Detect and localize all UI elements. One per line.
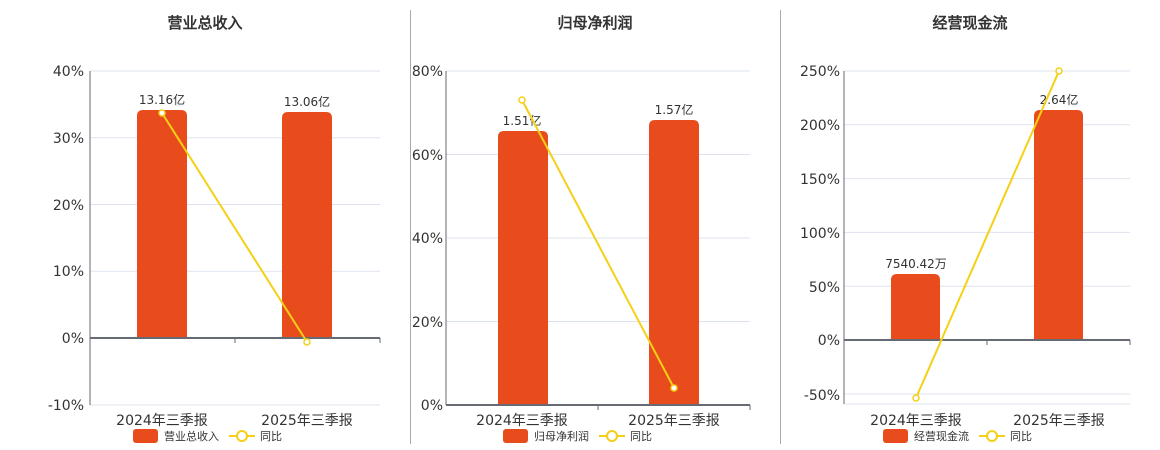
line-point[interactable] xyxy=(158,109,166,117)
chart-title: 归母净利润 xyxy=(557,14,633,32)
legend-bar-label[interactable]: 归母净利润 xyxy=(534,430,589,443)
legend-line-icon[interactable] xyxy=(599,429,625,443)
yoy-line xyxy=(161,112,308,343)
legend-bar-label[interactable]: 营业总收入 xyxy=(164,430,219,443)
legend: 经营现金流 同比 xyxy=(883,428,1032,444)
y-tick: 10% xyxy=(53,264,84,280)
chart-panel-operating-cash-flow: 经营现金流 250% 200% 150% 100% 50% 0% -50% 75… xyxy=(780,0,1160,450)
chart-plot-operating-cash-flow: 250% 200% 150% 100% 50% 0% -50% 7540.42万… xyxy=(800,64,1131,429)
legend-line-label[interactable]: 同比 xyxy=(260,430,282,443)
y-tick: 40% xyxy=(53,64,84,80)
bar-label: 13.06亿 xyxy=(284,94,330,109)
divider xyxy=(780,10,781,444)
bar-label: 2.64亿 xyxy=(1040,92,1079,107)
line-point[interactable] xyxy=(912,394,920,402)
x-category: 2025年三季报 xyxy=(628,413,720,429)
legend: 归母净利润 同比 xyxy=(503,428,652,444)
yoy-line xyxy=(915,70,1060,399)
y-tick: 0% xyxy=(421,398,443,414)
chart-plot-revenue: 40% 30% 20% 10% 0% -10% 13.16亿 13.06亿 20… xyxy=(48,64,381,429)
bar-label: 7540.42万 xyxy=(885,257,947,271)
y-tick: 0% xyxy=(62,331,84,347)
bar[interactable] xyxy=(498,131,548,405)
bar[interactable] xyxy=(282,112,332,338)
line-point[interactable] xyxy=(1055,67,1063,75)
legend-line-label[interactable]: 同比 xyxy=(630,430,652,443)
line-point[interactable] xyxy=(518,96,526,104)
y-tick: 20% xyxy=(53,198,84,214)
y-tick: 150% xyxy=(800,172,840,188)
line-point[interactable] xyxy=(670,384,678,392)
bar[interactable] xyxy=(137,110,187,338)
legend-bar-swatch[interactable] xyxy=(883,429,908,443)
x-category: 2025年三季报 xyxy=(261,413,353,429)
legend-line-label[interactable]: 同比 xyxy=(1010,430,1032,443)
line-point[interactable] xyxy=(303,338,311,346)
legend-bar-swatch[interactable] xyxy=(503,429,528,443)
divider xyxy=(410,10,411,444)
chart-title: 营业总收入 xyxy=(167,14,243,32)
x-category: 2025年三季报 xyxy=(1013,413,1105,429)
y-tick: 250% xyxy=(800,64,840,80)
bar[interactable] xyxy=(649,120,699,405)
bar[interactable] xyxy=(1034,110,1083,340)
x-category: 2024年三季报 xyxy=(476,413,568,429)
x-category: 2024年三季报 xyxy=(116,413,208,429)
y-tick: 60% xyxy=(412,148,443,164)
x-category: 2024年三季报 xyxy=(870,413,962,429)
legend-bar-label[interactable]: 经营现金流 xyxy=(914,430,969,443)
legend-line-icon[interactable] xyxy=(229,429,255,443)
chart-panel-revenue: 营业总收入 40% 30% 20% 10% 0% -10% 13.16亿 xyxy=(0,0,410,450)
y-tick: 100% xyxy=(800,226,840,242)
legend-line-icon[interactable] xyxy=(979,429,1005,443)
legend: 营业总收入 同比 xyxy=(133,428,282,444)
y-tick: 40% xyxy=(412,231,443,247)
y-tick: 200% xyxy=(800,118,840,134)
chart-title: 经营现金流 xyxy=(932,14,1008,32)
bar[interactable] xyxy=(891,274,940,340)
bar-label: 13.16亿 xyxy=(139,92,185,107)
y-tick: -10% xyxy=(48,398,84,414)
y-tick: 0% xyxy=(818,333,840,349)
bar-label: 1.57亿 xyxy=(655,102,694,117)
y-tick: 80% xyxy=(412,64,443,80)
chart-plot-net-profit: 80% 60% 40% 20% 0% 1.51亿 1.57亿 2024年三季报 … xyxy=(412,64,751,429)
chart-panel-net-profit: 归母净利润 80% 60% 40% 20% 0% 1.51亿 1.57亿 202… xyxy=(410,0,780,450)
y-tick: -50% xyxy=(804,388,840,404)
y-tick: 30% xyxy=(53,131,84,147)
yoy-line xyxy=(521,99,675,389)
legend-bar-swatch[interactable] xyxy=(133,429,158,443)
y-tick: 20% xyxy=(412,315,443,331)
y-tick: 50% xyxy=(809,280,840,296)
